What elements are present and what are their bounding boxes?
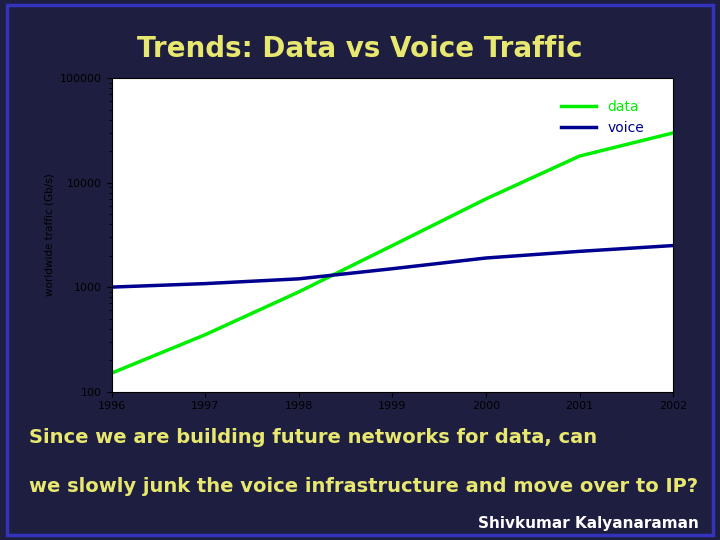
voice	[388, 266, 397, 272]
data	[482, 195, 490, 202]
voice	[201, 280, 210, 287]
data	[107, 370, 116, 376]
voice	[294, 275, 303, 282]
voice	[669, 242, 678, 249]
Text: Shivkumar Kalyanaraman: Shivkumar Kalyanaraman	[477, 516, 698, 531]
Legend: data, voice: data, voice	[556, 94, 649, 141]
data	[669, 130, 678, 136]
Text: we slowly junk the voice infrastructure and move over to IP?: we slowly junk the voice infrastructure …	[29, 476, 698, 496]
data	[201, 332, 210, 338]
Text: Since we are building future networks for data, can: Since we are building future networks fo…	[29, 428, 597, 447]
Y-axis label: worldwide traffic (Gb/s): worldwide traffic (Gb/s)	[45, 173, 54, 296]
Line: data: data	[112, 133, 673, 373]
data	[575, 153, 584, 159]
Text: Trends: Data vs Voice Traffic: Trends: Data vs Voice Traffic	[138, 35, 582, 63]
data	[294, 289, 303, 295]
Line: voice: voice	[112, 246, 673, 287]
data	[388, 242, 397, 249]
voice	[482, 255, 490, 261]
voice	[107, 284, 116, 291]
voice	[575, 248, 584, 254]
